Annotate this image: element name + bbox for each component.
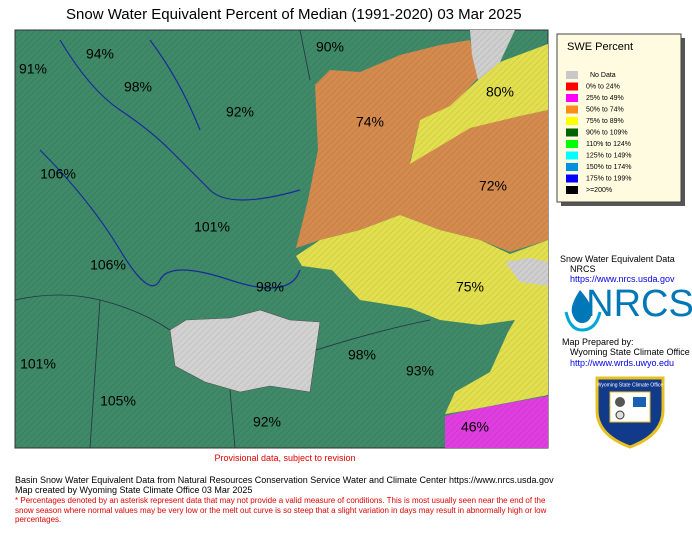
created-line: Map created by Wyoming State Climate Off…	[15, 485, 253, 495]
legend-label: 175% to 199%	[586, 175, 632, 182]
nrcs-logo: NRCS	[564, 283, 692, 332]
legend-swatch	[566, 82, 578, 91]
basin-boundaries	[14, 29, 431, 449]
basin-label: 75%	[456, 279, 484, 295]
prepared-label: Map Prepared by:	[562, 337, 634, 347]
basin-label: 98%	[124, 79, 152, 95]
agency-url[interactable]: https://www.nrcs.usda.gov	[570, 274, 675, 284]
basin-label: 91%	[19, 61, 47, 77]
legend-label: >=200%	[586, 187, 612, 194]
climate-office-seal: Wyoming State Climate Office	[595, 376, 665, 449]
seal-text: Wyoming State Climate Office	[597, 382, 664, 388]
legend-label: 150% to 174%	[586, 164, 632, 171]
preparer: Wyoming State Climate Office	[570, 347, 690, 357]
basin-label: 98%	[348, 347, 376, 363]
legend-label: 50% to 74%	[586, 106, 624, 113]
source-line: Basin Snow Water Equivalent Data from Na…	[15, 475, 554, 485]
legend-swatch	[566, 174, 578, 183]
basin-label: 94%	[86, 46, 114, 62]
legend-swatch	[566, 71, 578, 79]
basin-label: 92%	[226, 104, 254, 120]
basin-label: 80%	[486, 84, 514, 100]
legend-label: 110% to 124%	[586, 141, 631, 148]
basin-label: 105%	[100, 393, 136, 409]
basin-label: 101%	[194, 219, 230, 235]
legend-swatch	[566, 128, 578, 137]
basin-label: 93%	[406, 363, 434, 379]
legend-swatch	[566, 140, 578, 148]
basin-label: 101%	[20, 356, 56, 372]
basin-label: 90%	[316, 39, 344, 55]
legend-title: SWE Percent	[567, 41, 633, 53]
footnote-text: Percentages denoted by an asterisk repre…	[15, 496, 547, 524]
legend-label: 125% to 149%	[586, 152, 632, 159]
logo-text: NRCS	[586, 283, 692, 325]
rivers	[39, 39, 301, 289]
legend-label: 75% to 89%	[586, 118, 624, 125]
legend-swatch	[566, 94, 578, 102]
source-title: Snow Water Equivalent Data	[560, 254, 675, 264]
legend-swatch	[566, 105, 578, 114]
legend-label: No Data	[590, 72, 616, 79]
legend-swatch	[566, 117, 578, 125]
basin-label: 46%	[461, 419, 489, 435]
basin-label: 72%	[479, 178, 507, 194]
basin-label: 92%	[253, 414, 281, 430]
basin-label: 74%	[356, 114, 384, 130]
terrain-shade	[15, 30, 548, 448]
map-title: Snow Water Equivalent Percent of Median …	[66, 6, 522, 23]
legend-swatch	[566, 163, 578, 171]
basin-label: 106%	[90, 257, 126, 273]
preparer-url[interactable]: http://www.wrds.uwyo.edu	[570, 358, 675, 368]
legend-label: 0% to 24%	[586, 83, 620, 90]
legend-label: 90% to 109%	[586, 129, 628, 136]
legend-swatch	[566, 186, 578, 194]
agency: NRCS	[570, 264, 596, 274]
legend-swatch	[566, 151, 578, 160]
basin-label: 106%	[40, 166, 76, 182]
footnote: * Percentages denoted by an asterisk rep…	[15, 496, 555, 525]
legend-label: 25% to 49%	[586, 95, 624, 102]
provisional-note: Provisional data, subject to revision	[214, 453, 356, 463]
footnote-mark: *	[15, 496, 19, 505]
basin-label: 98%	[256, 279, 284, 295]
